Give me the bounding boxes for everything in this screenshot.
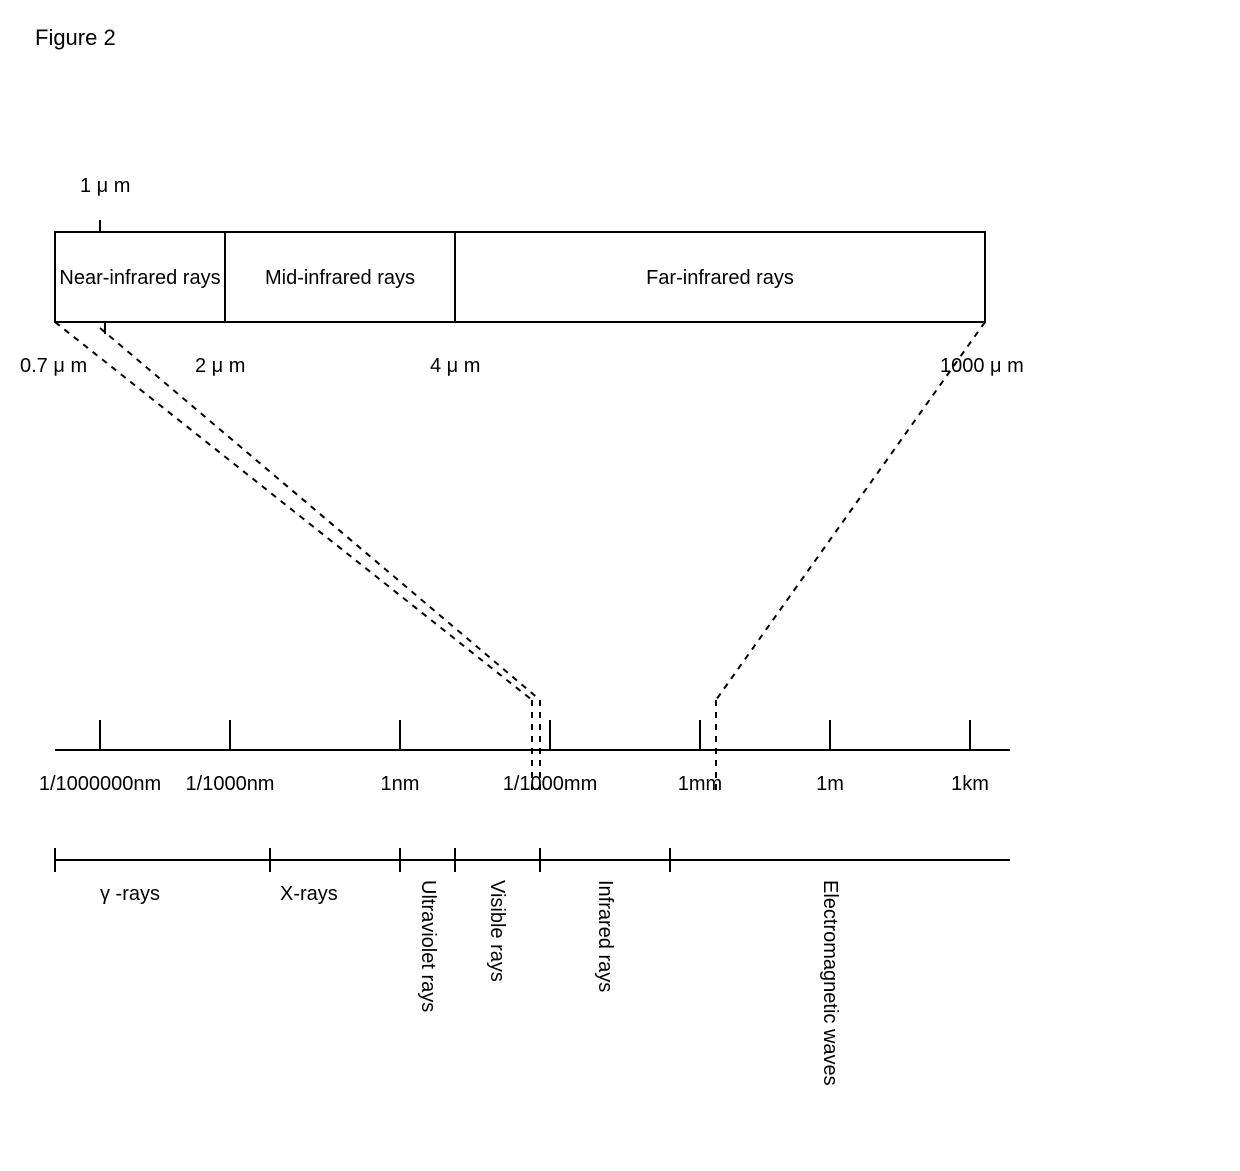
axis-1-label: 1m	[816, 773, 844, 795]
axis-1-label: 1nm	[381, 773, 420, 795]
band-bottom-label: 2 μ m	[195, 355, 245, 377]
band-segment-label: Near-infrared rays	[59, 267, 220, 289]
axis-2-vertical-label: Ultraviolet rays	[417, 880, 439, 1012]
axis-1-label: 1/1000000nm	[39, 773, 161, 795]
band-bottom-label: 0.7 μ m	[20, 355, 87, 377]
band-bottom-label: 4 μ m	[430, 355, 480, 377]
band-bottom-label: 1000 μ m	[940, 355, 1024, 377]
axis-2-vertical-label: Visible rays	[486, 880, 508, 982]
axis-2-label: γ -rays	[100, 883, 160, 905]
band-segment-label: Mid-infrared rays	[265, 267, 415, 289]
band-top-label: 1 μ m	[80, 175, 130, 197]
axis-1-label: 1mm	[678, 773, 722, 795]
axis-1-label: 1/1000mm	[503, 773, 598, 795]
axis-1-label: 1/1000nm	[186, 773, 275, 795]
dashed-connector	[55, 322, 532, 700]
dashed-connector	[100, 328, 540, 700]
dashed-connector	[716, 322, 985, 700]
axis-1-label: 1km	[951, 773, 989, 795]
axis-2-label: X-rays	[280, 883, 338, 905]
figure-title: Figure 2	[35, 25, 116, 50]
axis-2-vertical-label: Electromagnetic waves	[819, 880, 841, 1086]
axis-2-vertical-label: Infrared rays	[594, 880, 616, 992]
band-segment-label: Far-infrared rays	[646, 267, 794, 289]
